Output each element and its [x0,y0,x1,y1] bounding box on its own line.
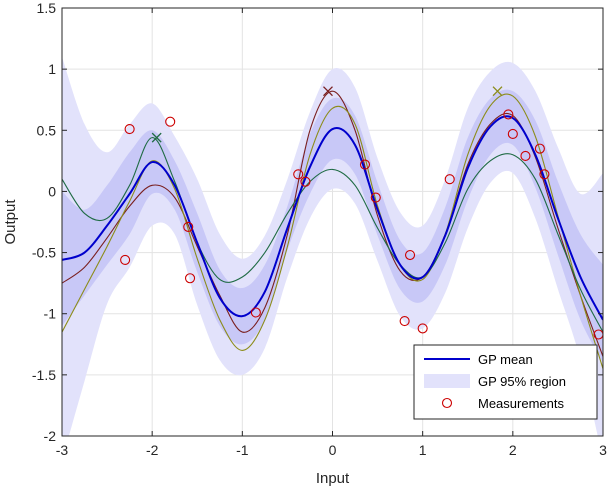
posterior-sample-line-2 [62,93,603,369]
x-tick-label: -1 [236,442,249,458]
measurement-point [183,221,194,232]
sample-max-marker [151,132,162,143]
posterior-sample-line-3 [62,137,603,333]
measurement-point [507,128,518,140]
x-tick-label: 3 [599,442,607,458]
y-tick-label: 1.5 [37,0,57,16]
x-axis-label: Input [316,470,350,487]
posterior-sample-line-1 [62,90,603,357]
measurement-point [444,174,455,185]
axes: -3 -2 -1 0 1 2 3-2-1.5-1-0.500.511.5 [32,0,607,458]
measurement-point [184,273,196,284]
markers [120,86,604,340]
measurement-point [399,316,410,327]
x-tick-label: 1 [419,442,427,458]
legend-label-gp-region: GP 95% region [478,374,566,389]
measurement-point [300,176,311,187]
y-tick-label: 1 [48,61,56,77]
measurement-point [503,109,514,120]
measurement-point [370,192,381,203]
measurement-point [417,323,428,334]
measurement-point [404,249,416,261]
x-tick-label: 2 [509,442,517,458]
measurement-point [520,150,531,162]
legend: GP mean GP 95% region Measurements [413,344,598,420]
y-axis-label: Output [2,199,19,245]
gp-inner-band [62,89,603,363]
y-tick-label: -2 [44,428,57,444]
y-tick-label: 0 [48,183,56,199]
legend-band-swatch [424,374,470,388]
y-tick-label: 0.5 [37,122,57,138]
measurement-point [120,254,131,265]
x-tick-label: 0 [329,442,337,458]
confidence-bands [62,56,603,436]
series-lines [62,90,603,369]
legend-label-measurements: Measurements [478,396,564,411]
y-tick-label: -1 [44,306,57,322]
x-tick-label: -2 [146,442,159,458]
measurement-point [534,143,545,154]
measurement-point [359,159,371,170]
measurement-point [293,169,304,180]
gp-mean-line [62,115,603,321]
x-tick-label: -3 [56,442,69,458]
sample-max-marker [492,86,503,97]
measurement-point [165,116,176,127]
sample-max-marker [323,86,333,97]
measurement-point [250,307,261,318]
legend-label-gp-mean: GP mean [478,352,533,367]
legend-measurement-swatch [441,397,453,409]
measurement-point [124,124,135,135]
y-tick-label: -0.5 [32,245,56,261]
y-tick-label: -1.5 [32,367,56,383]
measurement-point [539,169,550,180]
